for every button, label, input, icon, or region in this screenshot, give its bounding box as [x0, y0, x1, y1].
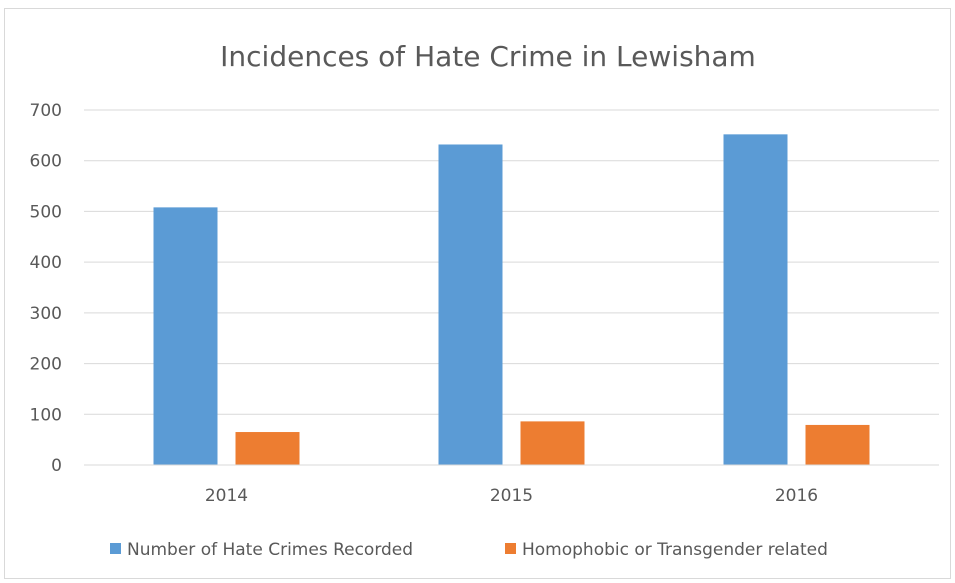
- gridlines: [84, 109, 939, 415]
- x-tick-label-2016: 2016: [775, 486, 818, 506]
- y-tick-label-700: 700: [30, 101, 62, 121]
- y-axis-tick-labels: 0 100 200 300 400 500 600 700: [30, 101, 62, 476]
- x-tick-label-2014: 2014: [205, 486, 248, 506]
- legend-swatch-homophobic-transgender: [505, 543, 516, 554]
- y-tick-label-500: 500: [30, 202, 62, 222]
- bar-2014-series-2: [235, 432, 300, 465]
- chart-title: Incidences of Hate Crime in Lewisham: [220, 40, 756, 73]
- y-tick-label-300: 300: [30, 304, 62, 324]
- bar-2014-series-1: [153, 207, 218, 465]
- bar-2015-series-2: [520, 421, 585, 465]
- y-tick-label-0: 0: [51, 456, 62, 476]
- legend: Number of Hate Crimes Recorded Homophobi…: [110, 540, 828, 560]
- bar-2015-series-1: [438, 144, 503, 465]
- legend-label-homophobic-transgender: Homophobic or Transgender related: [522, 540, 828, 560]
- bar-2016-series-1: [723, 134, 788, 466]
- y-tick-label-400: 400: [30, 253, 62, 273]
- x-tick-label-2015: 2015: [490, 486, 533, 506]
- bar-2016-series-2: [805, 424, 870, 465]
- legend-swatch-hate-crimes: [110, 543, 121, 554]
- y-tick-label-600: 600: [30, 152, 62, 172]
- legend-label-hate-crimes: Number of Hate Crimes Recorded: [127, 540, 413, 560]
- y-tick-label-100: 100: [30, 405, 62, 425]
- y-tick-label-200: 200: [30, 355, 62, 375]
- bars: [153, 134, 870, 466]
- x-axis-tick-labels: 2014 2015 2016: [205, 486, 818, 506]
